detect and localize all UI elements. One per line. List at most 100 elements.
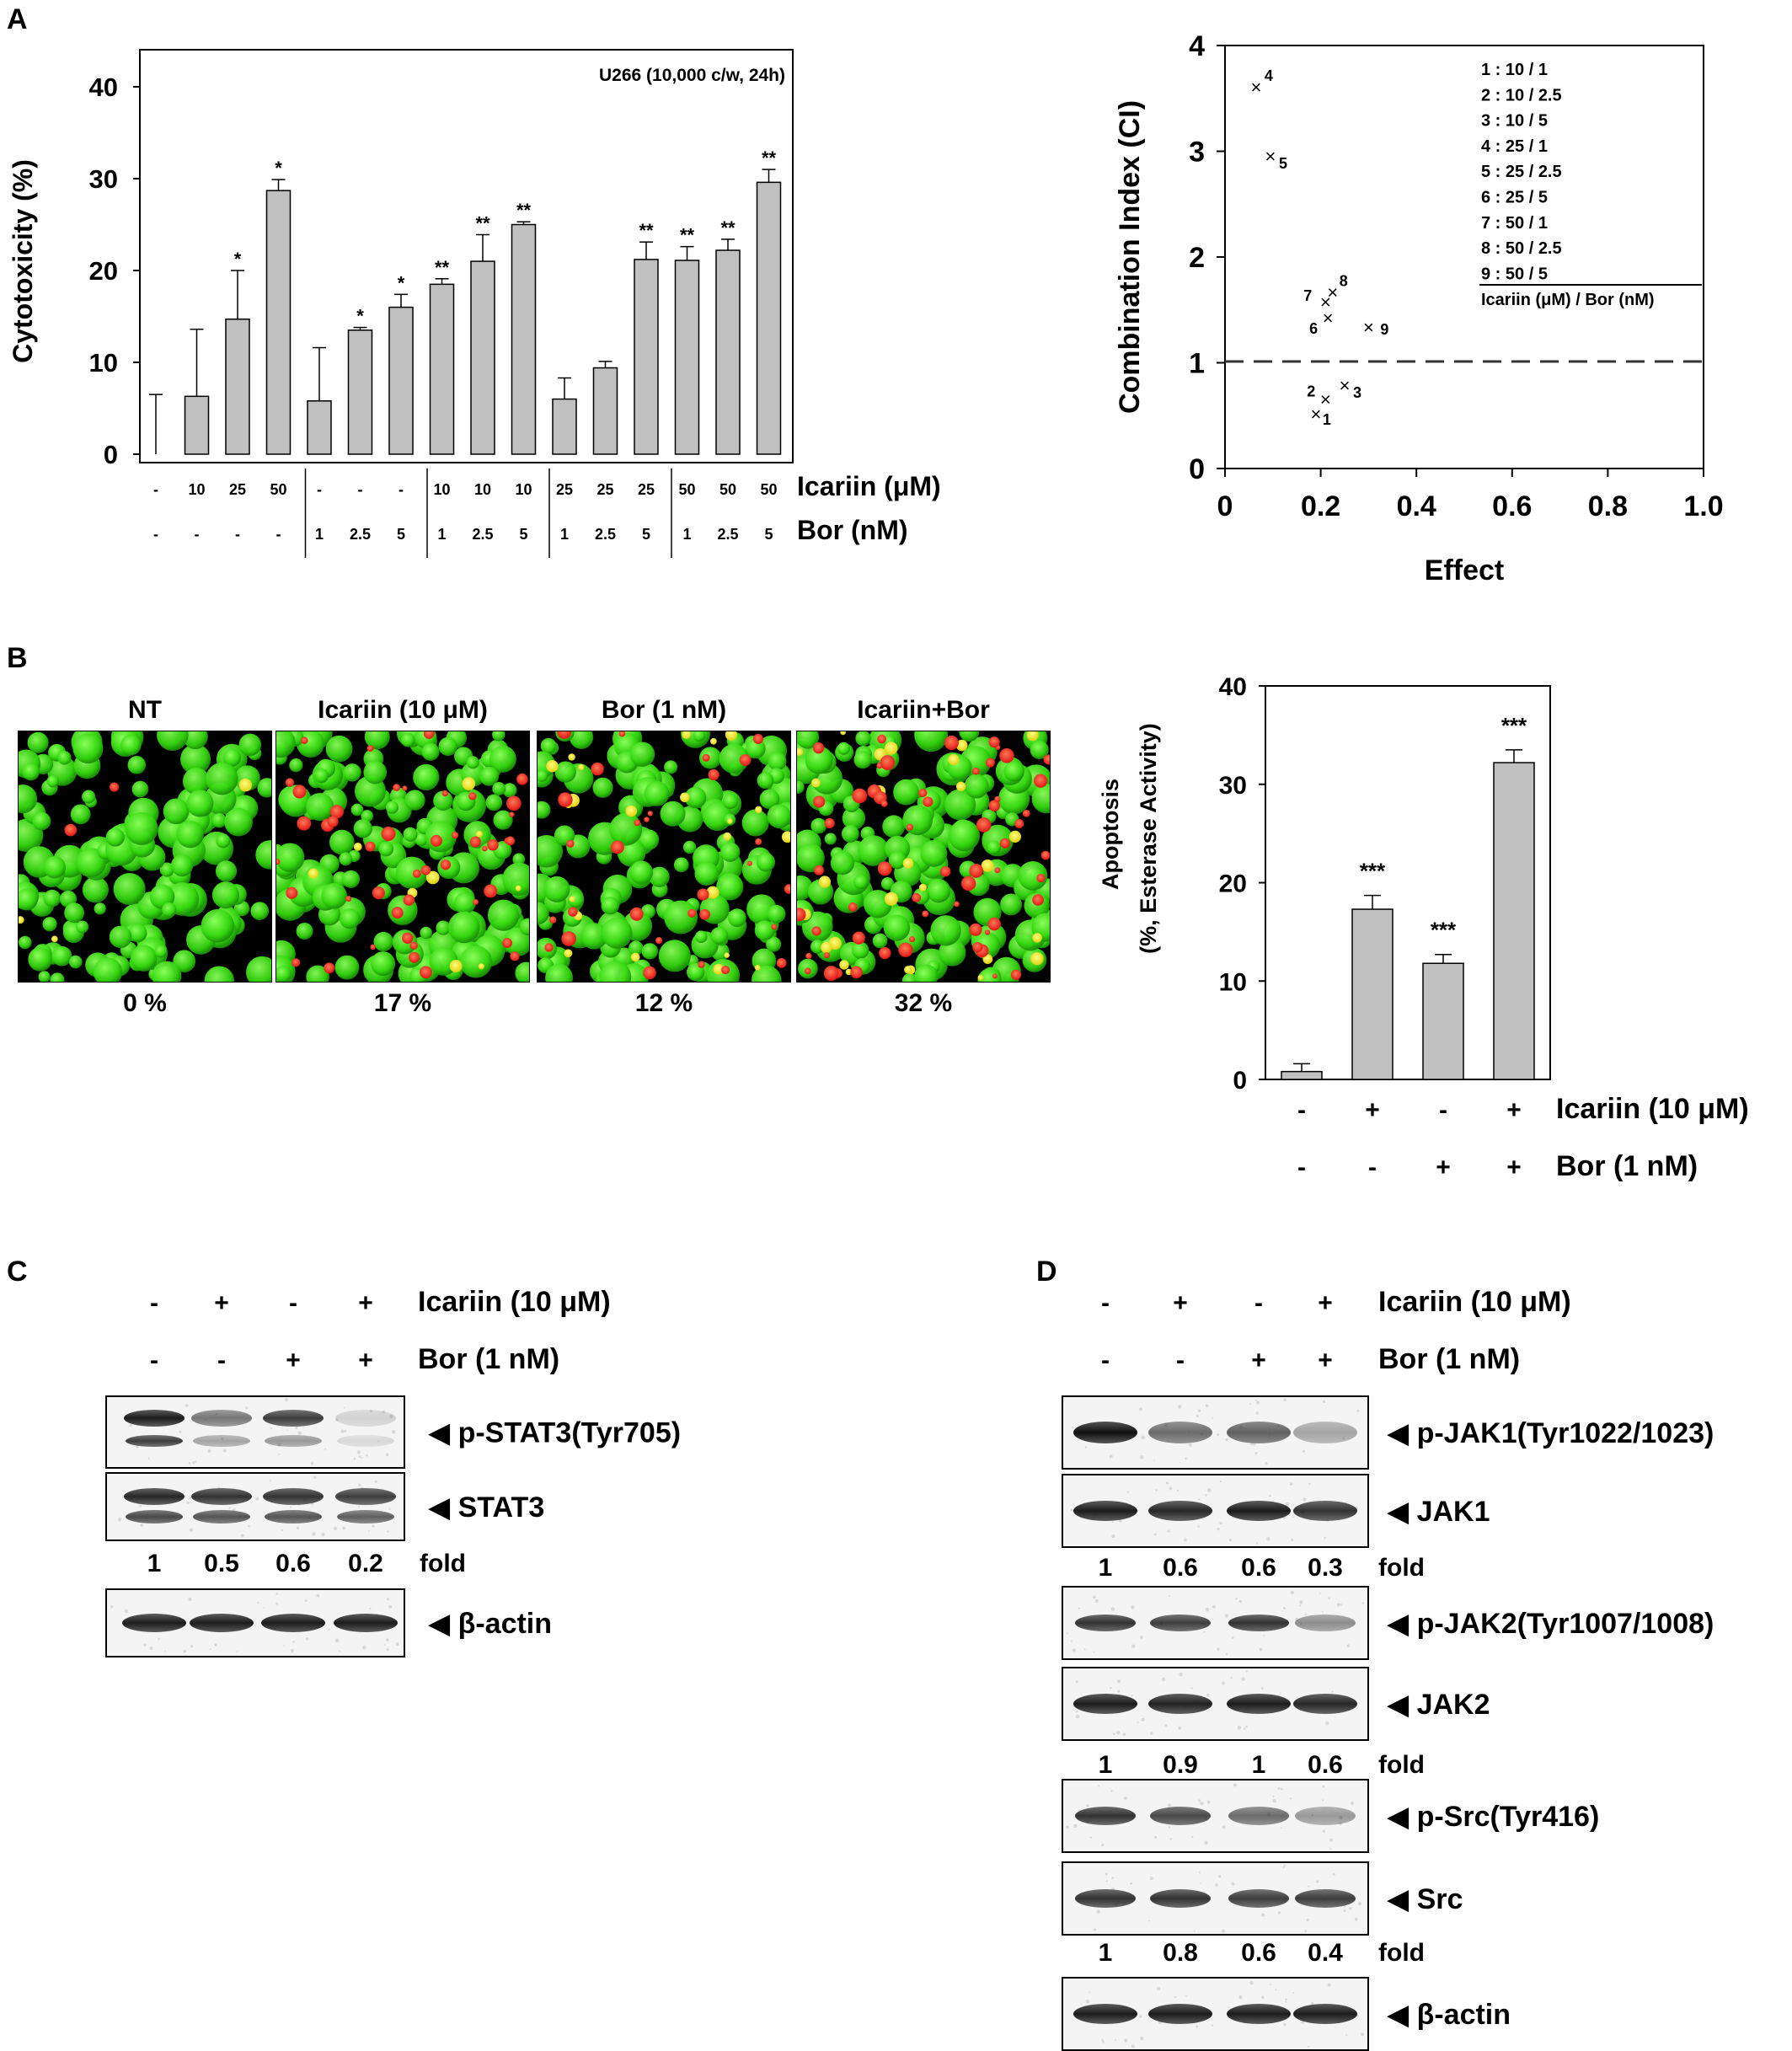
blot-noise: [1114, 2038, 1116, 2041]
red-cell: [381, 827, 396, 841]
blot-noise: [1228, 2005, 1230, 2009]
blot-noise: [186, 1501, 190, 1504]
blot-band: [335, 1410, 396, 1427]
blot-noise: [1259, 1647, 1263, 1652]
blot-noise: [1304, 1613, 1307, 1615]
red-cell: [558, 792, 573, 807]
red-cell: [797, 908, 806, 922]
green-cell: [706, 958, 741, 982]
ci-x-tick-label: 0.8: [1588, 490, 1628, 522]
apoptosis-icariin-sign: -: [1297, 1096, 1306, 1124]
blot-noise: [185, 1404, 189, 1407]
green-cell: [182, 767, 211, 795]
blot-noise: [110, 1604, 114, 1609]
green-cell: [741, 809, 769, 837]
red-cell: [984, 929, 991, 935]
cyto-y-tick-label: 10: [89, 348, 118, 378]
blot-label: ◀ JAK2: [1387, 1689, 1490, 1721]
blot-noise: [149, 1647, 153, 1651]
red-cell: [408, 951, 420, 963]
blot-noise: [1280, 1787, 1283, 1791]
green-cell: [694, 861, 719, 886]
apoptosis-bor-sign: -: [1368, 1154, 1377, 1181]
blot-noise: [1212, 1604, 1216, 1609]
blot-noise: [1169, 1838, 1173, 1840]
red-cell: [484, 884, 498, 898]
green-cell: [433, 790, 453, 811]
yellow-cell: [706, 886, 719, 899]
blot-noise: [1161, 1677, 1166, 1682]
red-cell: [999, 748, 1014, 763]
blot-noise: [1093, 1928, 1097, 1931]
green-cell: [216, 833, 231, 849]
blot-noise: [357, 1506, 360, 1507]
cyto-significance: *: [398, 272, 405, 293]
ci-point-marker: ×: [1310, 404, 1321, 425]
green-cell: [159, 862, 174, 877]
red-cell: [286, 886, 298, 899]
green-cell: [1000, 893, 1022, 916]
blot-noise: [1263, 1635, 1265, 1637]
green-cell: [224, 807, 253, 837]
blot-noise: [1292, 1516, 1294, 1518]
micro-image: [18, 731, 272, 983]
blot-noise: [281, 1529, 283, 1532]
green-cell: [710, 927, 729, 945]
blot-noise: [1169, 1595, 1171, 1598]
green-cell: [363, 760, 388, 785]
cyto-bar: [265, 190, 292, 455]
green-cell: [493, 810, 513, 830]
blot-noise: [1150, 1732, 1153, 1735]
ci-point-label: 9: [1380, 321, 1388, 338]
blot-noise: [1266, 1537, 1270, 1541]
red-cell: [805, 952, 812, 960]
blot-noise: [1272, 1799, 1276, 1803]
green-cell: [880, 876, 895, 891]
blot-noise: [222, 1449, 227, 1453]
red-cell: [852, 788, 868, 804]
green-cell: [882, 815, 906, 838]
blot-band: [261, 1614, 325, 1632]
green-cell: [768, 752, 787, 771]
blot-noise: [1272, 1795, 1275, 1797]
cyto-significance: **: [680, 225, 695, 246]
blot-noise: [1131, 1695, 1133, 1697]
green-cell: [767, 904, 786, 924]
green-cell: [641, 943, 659, 960]
blot-band: [263, 1488, 324, 1505]
green-cell: [105, 827, 125, 847]
green-cell: [538, 769, 548, 782]
blot-noise: [195, 1460, 197, 1463]
yellow-cell: [884, 742, 898, 755]
yellow-cell: [981, 859, 994, 872]
green-cell: [276, 843, 305, 872]
green-cell: [649, 866, 670, 887]
blot-noise: [358, 1483, 361, 1486]
blot-noise: [1254, 1451, 1258, 1454]
red-cell: [923, 796, 933, 807]
red-cell: [509, 811, 515, 817]
green-cell: [673, 857, 689, 873]
blot-strip: [1062, 1977, 1369, 2051]
blot-noise: [1332, 1872, 1335, 1876]
green-cell: [664, 760, 678, 774]
red-cell: [510, 951, 520, 961]
blot-band: [263, 1410, 324, 1427]
fold-value: 1: [1099, 1751, 1113, 1779]
cyto-icariin-dose: 25: [556, 481, 573, 498]
blot-noise: [1205, 1494, 1207, 1497]
green-cell: [841, 825, 859, 843]
apoptosis-icariin-sign: -: [1439, 1096, 1447, 1124]
blot-noise: [1322, 1785, 1325, 1788]
blot-noise: [1112, 1521, 1114, 1523]
blot-noise: [1207, 1488, 1212, 1492]
blot-band: [1148, 1694, 1212, 1714]
blot-band: [335, 1488, 396, 1505]
panel-c-letter: C: [7, 1256, 28, 1288]
apoptosis-bar: [1493, 762, 1535, 1080]
green-cell: [766, 936, 782, 952]
green-cell: [660, 801, 686, 827]
yellow-cell: [713, 963, 725, 975]
blot-strip: [105, 1588, 405, 1657]
green-cell: [127, 756, 147, 774]
